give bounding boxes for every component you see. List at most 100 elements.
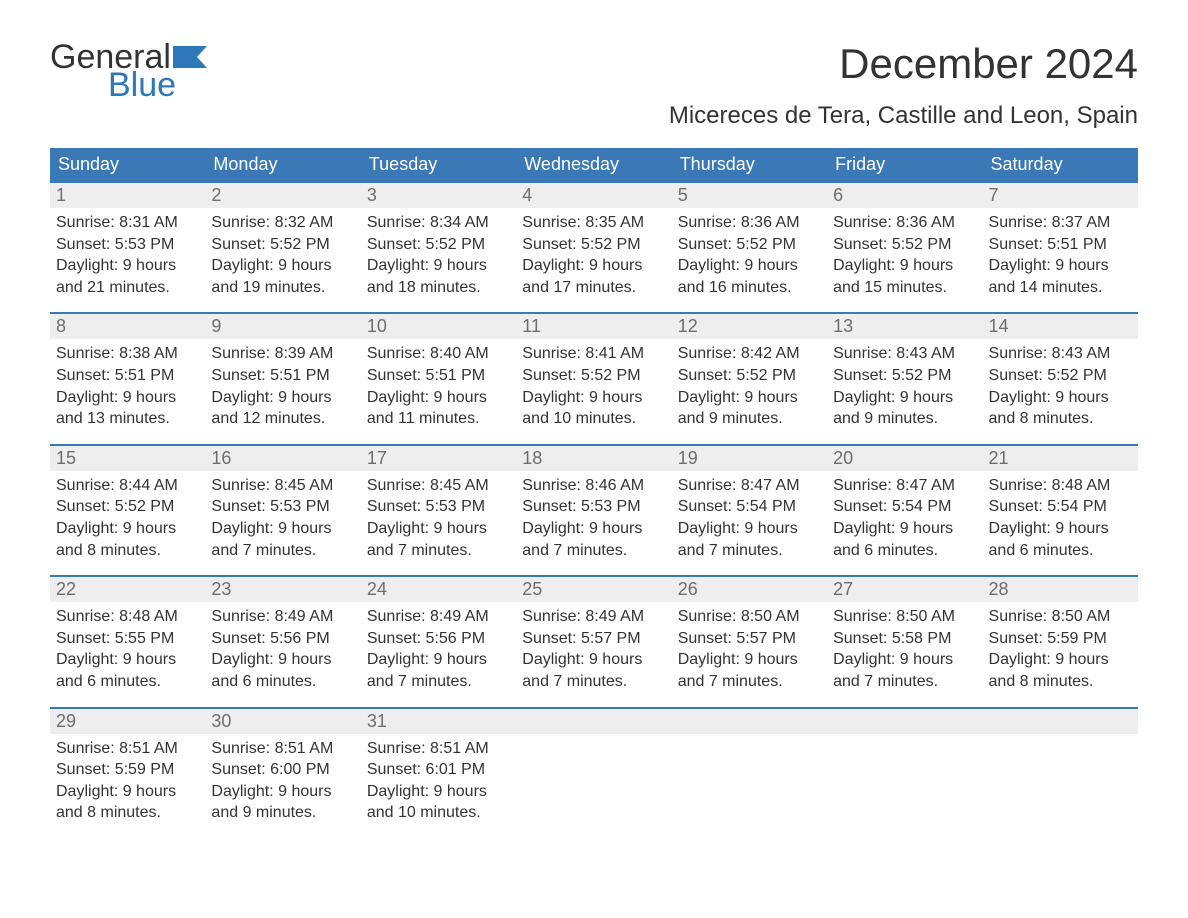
- daylight-line-1: Daylight: 9 hours: [678, 387, 821, 409]
- day-cell: Sunrise: 8:50 AMSunset: 5:58 PMDaylight:…: [827, 602, 982, 692]
- calendar-week: 293031Sunrise: 8:51 AMSunset: 5:59 PMDay…: [50, 707, 1138, 824]
- sunrise-text: Sunrise: 8:48 AM: [989, 475, 1132, 497]
- day-number: 7: [983, 183, 1138, 208]
- daylight-line-2: and 12 minutes.: [211, 408, 354, 430]
- daylight-line-2: and 6 minutes.: [211, 671, 354, 693]
- day-number: 31: [361, 709, 516, 734]
- sunset-text: Sunset: 5:54 PM: [833, 496, 976, 518]
- day-number: 22: [50, 577, 205, 602]
- sunrise-text: Sunrise: 8:50 AM: [989, 606, 1132, 628]
- sunset-text: Sunset: 5:51 PM: [211, 365, 354, 387]
- sunrise-text: Sunrise: 8:49 AM: [211, 606, 354, 628]
- sunrise-text: Sunrise: 8:43 AM: [989, 343, 1132, 365]
- day-cell: Sunrise: 8:48 AMSunset: 5:54 PMDaylight:…: [983, 471, 1138, 561]
- day-number: [983, 709, 1138, 734]
- calendar-week: 15161718192021Sunrise: 8:44 AMSunset: 5:…: [50, 444, 1138, 561]
- daylight-line-2: and 19 minutes.: [211, 277, 354, 299]
- sunrise-text: Sunrise: 8:36 AM: [678, 212, 821, 234]
- sunrise-text: Sunrise: 8:37 AM: [989, 212, 1132, 234]
- day-cell: Sunrise: 8:44 AMSunset: 5:52 PMDaylight:…: [50, 471, 205, 561]
- daylight-line-1: Daylight: 9 hours: [56, 518, 199, 540]
- sunset-text: Sunset: 5:54 PM: [678, 496, 821, 518]
- day-number: 28: [983, 577, 1138, 602]
- daylight-line-1: Daylight: 9 hours: [989, 255, 1132, 277]
- brand-word-2: Blue: [108, 68, 207, 102]
- daylight-line-2: and 17 minutes.: [522, 277, 665, 299]
- sunrise-text: Sunrise: 8:50 AM: [678, 606, 821, 628]
- daylight-line-1: Daylight: 9 hours: [522, 649, 665, 671]
- sunrise-text: Sunrise: 8:49 AM: [367, 606, 510, 628]
- day-cell: [672, 734, 827, 824]
- daylight-line-1: Daylight: 9 hours: [833, 649, 976, 671]
- daylight-line-1: Daylight: 9 hours: [211, 255, 354, 277]
- day-number: 13: [827, 314, 982, 339]
- day-number: 29: [50, 709, 205, 734]
- sunset-text: Sunset: 5:52 PM: [833, 234, 976, 256]
- sunset-text: Sunset: 5:53 PM: [522, 496, 665, 518]
- day-cell: Sunrise: 8:36 AMSunset: 5:52 PMDaylight:…: [827, 208, 982, 298]
- day-number: 25: [516, 577, 671, 602]
- daylight-line-1: Daylight: 9 hours: [678, 649, 821, 671]
- day-number: 6: [827, 183, 982, 208]
- daylight-line-2: and 16 minutes.: [678, 277, 821, 299]
- daylight-line-1: Daylight: 9 hours: [211, 518, 354, 540]
- day-number: 1: [50, 183, 205, 208]
- sunrise-text: Sunrise: 8:34 AM: [367, 212, 510, 234]
- sunset-text: Sunset: 5:52 PM: [367, 234, 510, 256]
- day-cell: Sunrise: 8:32 AMSunset: 5:52 PMDaylight:…: [205, 208, 360, 298]
- daylight-line-1: Daylight: 9 hours: [367, 518, 510, 540]
- day-number: 23: [205, 577, 360, 602]
- sunrise-text: Sunrise: 8:41 AM: [522, 343, 665, 365]
- day-cell: Sunrise: 8:43 AMSunset: 5:52 PMDaylight:…: [983, 339, 1138, 429]
- day-number: [672, 709, 827, 734]
- sunset-text: Sunset: 5:57 PM: [522, 628, 665, 650]
- calendar-week: 22232425262728Sunrise: 8:48 AMSunset: 5:…: [50, 575, 1138, 692]
- daylight-line-1: Daylight: 9 hours: [833, 387, 976, 409]
- daylight-line-1: Daylight: 9 hours: [522, 518, 665, 540]
- daylight-line-1: Daylight: 9 hours: [833, 518, 976, 540]
- sunrise-text: Sunrise: 8:45 AM: [211, 475, 354, 497]
- daylight-line-2: and 13 minutes.: [56, 408, 199, 430]
- daylight-line-1: Daylight: 9 hours: [367, 387, 510, 409]
- sunset-text: Sunset: 5:51 PM: [367, 365, 510, 387]
- day-number: 26: [672, 577, 827, 602]
- daylight-line-1: Daylight: 9 hours: [522, 387, 665, 409]
- day-cell: Sunrise: 8:49 AMSunset: 5:57 PMDaylight:…: [516, 602, 671, 692]
- day-cell: Sunrise: 8:47 AMSunset: 5:54 PMDaylight:…: [827, 471, 982, 561]
- day-cell: Sunrise: 8:47 AMSunset: 5:54 PMDaylight:…: [672, 471, 827, 561]
- daylight-line-2: and 15 minutes.: [833, 277, 976, 299]
- sunset-text: Sunset: 5:53 PM: [56, 234, 199, 256]
- sunrise-text: Sunrise: 8:50 AM: [833, 606, 976, 628]
- daylight-line-2: and 7 minutes.: [211, 540, 354, 562]
- day-cell: [516, 734, 671, 824]
- day-cell: Sunrise: 8:50 AMSunset: 5:57 PMDaylight:…: [672, 602, 827, 692]
- day-cell: Sunrise: 8:51 AMSunset: 5:59 PMDaylight:…: [50, 734, 205, 824]
- day-cell: Sunrise: 8:50 AMSunset: 5:59 PMDaylight:…: [983, 602, 1138, 692]
- daylight-line-2: and 7 minutes.: [678, 540, 821, 562]
- daylight-line-1: Daylight: 9 hours: [56, 781, 199, 803]
- sunset-text: Sunset: 5:51 PM: [989, 234, 1132, 256]
- sunset-text: Sunset: 5:54 PM: [989, 496, 1132, 518]
- sunrise-text: Sunrise: 8:51 AM: [56, 738, 199, 760]
- page-header: General Blue December 2024 Micereces de …: [50, 40, 1138, 130]
- day-cell: Sunrise: 8:42 AMSunset: 5:52 PMDaylight:…: [672, 339, 827, 429]
- day-cell: Sunrise: 8:48 AMSunset: 5:55 PMDaylight:…: [50, 602, 205, 692]
- daylight-line-2: and 7 minutes.: [833, 671, 976, 693]
- sunset-text: Sunset: 5:59 PM: [989, 628, 1132, 650]
- sunrise-text: Sunrise: 8:44 AM: [56, 475, 199, 497]
- brand-logo: General Blue: [50, 40, 207, 102]
- sunrise-text: Sunrise: 8:43 AM: [833, 343, 976, 365]
- calendar-day-header: SundayMondayTuesdayWednesdayThursdayFrid…: [50, 148, 1138, 181]
- daylight-line-2: and 8 minutes.: [56, 802, 199, 824]
- day-number: 20: [827, 446, 982, 471]
- daylight-line-2: and 7 minutes.: [522, 671, 665, 693]
- sunset-text: Sunset: 5:56 PM: [367, 628, 510, 650]
- sunset-text: Sunset: 5:52 PM: [522, 365, 665, 387]
- daylight-line-2: and 14 minutes.: [989, 277, 1132, 299]
- day-cell: Sunrise: 8:51 AMSunset: 6:00 PMDaylight:…: [205, 734, 360, 824]
- day-cell: Sunrise: 8:46 AMSunset: 5:53 PMDaylight:…: [516, 471, 671, 561]
- flag-icon: [173, 46, 207, 68]
- sunset-text: Sunset: 5:58 PM: [833, 628, 976, 650]
- sunset-text: Sunset: 5:52 PM: [989, 365, 1132, 387]
- daylight-line-2: and 6 minutes.: [833, 540, 976, 562]
